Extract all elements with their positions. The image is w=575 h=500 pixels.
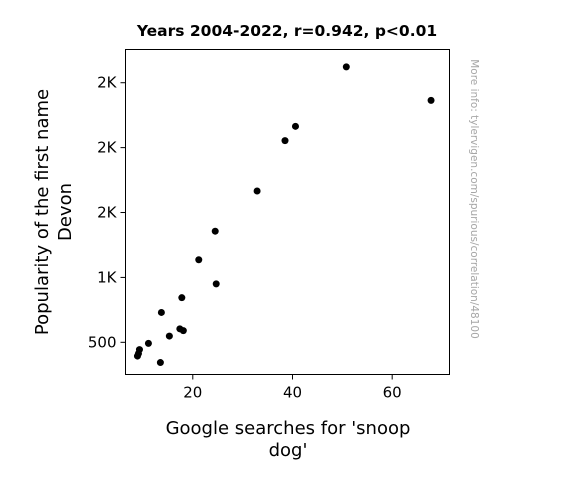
data-point <box>144 339 152 347</box>
y-tick-label: 500 <box>88 333 117 351</box>
data-point <box>195 256 203 264</box>
data-point <box>427 96 435 104</box>
chart-title: Years 2004-2022, r=0.942, p<0.01 <box>136 22 437 40</box>
data-point <box>178 294 186 302</box>
x-axis-label-line-1: Google searches for 'snoop <box>166 418 411 439</box>
plot-frame <box>125 49 450 375</box>
data-point <box>212 280 220 288</box>
y-axis-label-line-2: Devon <box>55 183 76 241</box>
watermark-text: More info: tylervigen.com/spurious/corre… <box>468 59 480 339</box>
data-point <box>157 308 165 316</box>
data-point <box>342 63 350 71</box>
data-point <box>135 346 143 354</box>
x-tick-label: 60 <box>383 384 402 402</box>
x-tick-label: 20 <box>183 384 202 402</box>
y-tick-label: 1K <box>97 268 118 286</box>
y-tick-label: 2K <box>97 204 118 222</box>
y-tick-label: 2K <box>97 139 118 157</box>
x-axis: 20 40 60 <box>183 374 402 402</box>
plot-area: 20 40 60 500 1K 2K 2K 2K <box>88 49 450 402</box>
y-tick-label: 2K <box>97 74 118 92</box>
data-point <box>179 327 187 335</box>
data-point <box>281 137 289 145</box>
data-point <box>156 359 164 367</box>
y-axis: 500 1K 2K 2K 2K <box>88 74 126 351</box>
x-axis-label-line-2: dog' <box>269 440 308 461</box>
data-point <box>211 227 219 235</box>
data-point <box>165 332 173 340</box>
x-tick-label: 40 <box>283 384 302 402</box>
data-point <box>253 187 261 195</box>
data-points <box>133 63 435 367</box>
y-axis-label-line-1: Popularity of the first name <box>32 89 53 335</box>
data-point <box>291 122 299 130</box>
